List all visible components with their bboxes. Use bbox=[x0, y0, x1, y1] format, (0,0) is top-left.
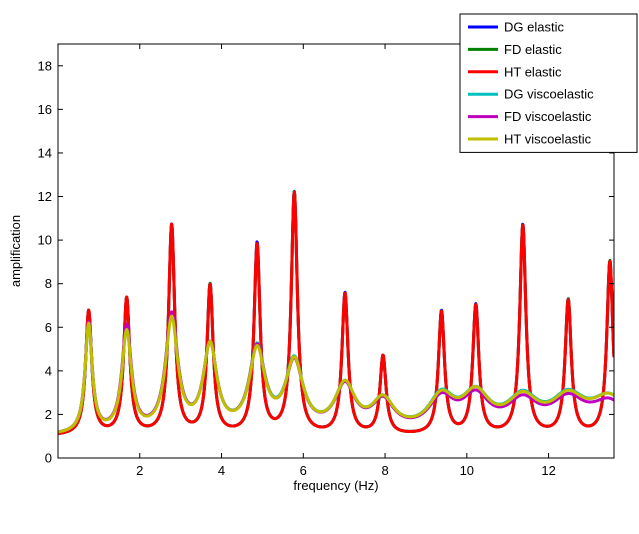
legend-box bbox=[459, 13, 638, 153]
legend: DG elastic FD elastic HT elastic DG viscoel… bbox=[459, 13, 638, 153]
y-tick-label: 8 bbox=[45, 276, 52, 291]
y-tick-label: 16 bbox=[38, 102, 52, 117]
x-tick-label: 6 bbox=[300, 463, 307, 478]
y-tick-label: 14 bbox=[38, 145, 52, 160]
x-axis: 2 4 6 8 10 12 bbox=[136, 44, 556, 478]
plot-frame bbox=[57, 43, 615, 459]
y-tick-label: 2 bbox=[45, 407, 52, 422]
legend-label: FD elastic bbox=[504, 42, 562, 57]
legend-label: DG elastic bbox=[504, 20, 564, 35]
series-line bbox=[58, 314, 614, 434]
y-tick-label: 4 bbox=[45, 363, 52, 378]
legend-label: DG viscoelastic bbox=[504, 87, 594, 102]
y-axis: 0 2 4 6 8 10 12 14 16 18 bbox=[38, 58, 614, 466]
x-tick-label: 2 bbox=[136, 463, 143, 478]
y-tick-label: 0 bbox=[45, 451, 52, 466]
x-axis-label: frequency (Hz) bbox=[293, 478, 378, 493]
legend-label: FD viscoelastic bbox=[504, 109, 592, 124]
y-tick-label: 12 bbox=[38, 189, 52, 204]
y-tick-label: 10 bbox=[38, 233, 52, 248]
series-layer bbox=[58, 189, 614, 436]
y-tick-label: 18 bbox=[38, 58, 52, 73]
x-tick-label: 10 bbox=[460, 463, 474, 478]
x-tick-label: 12 bbox=[541, 463, 555, 478]
series-line bbox=[58, 190, 614, 436]
y-tick-label: 6 bbox=[45, 320, 52, 335]
legend-label: HT viscoelastic bbox=[504, 132, 592, 147]
x-tick-label: 8 bbox=[381, 463, 388, 478]
legend-label: HT elastic bbox=[504, 64, 562, 79]
x-tick-label: 4 bbox=[218, 463, 225, 478]
y-axis-label: amplification bbox=[8, 215, 23, 287]
